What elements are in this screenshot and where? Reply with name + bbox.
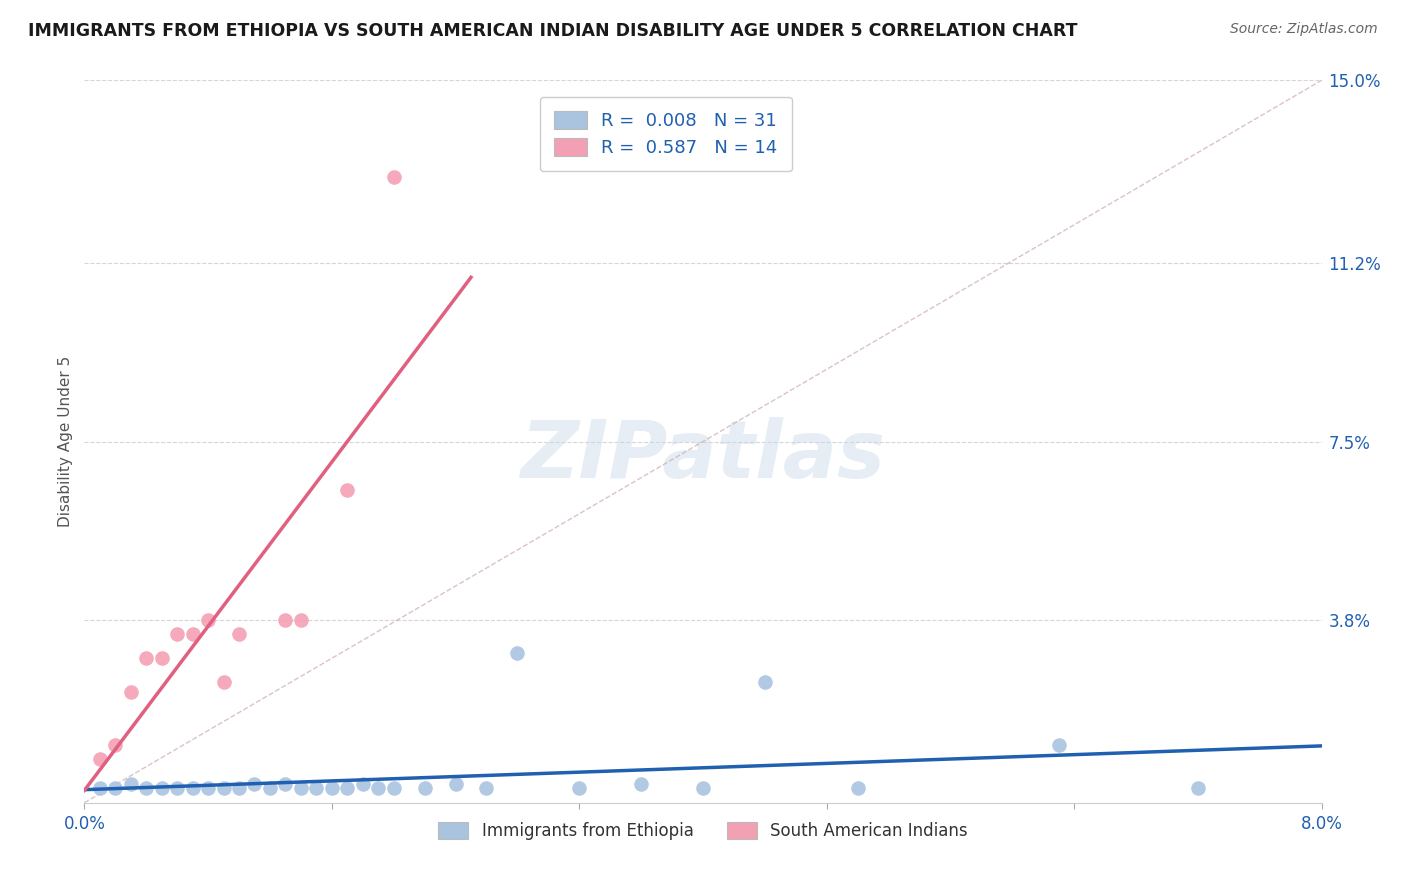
Point [120, 685, 142, 699]
Point [89, 781, 111, 796]
Point [120, 776, 142, 790]
Point [305, 781, 328, 796]
Point [228, 627, 250, 641]
Y-axis label: Disability Age Under 5: Disability Age Under 5 [58, 356, 73, 527]
Legend: Immigrants from Ethiopia, South American Indians: Immigrants from Ethiopia, South American… [430, 814, 976, 848]
Point [290, 781, 312, 796]
Point [104, 781, 127, 796]
Point [150, 781, 173, 796]
Point [568, 781, 591, 796]
Text: ZIPatlas: ZIPatlas [520, 417, 886, 495]
Point [166, 627, 188, 641]
Point [630, 776, 652, 790]
Point [382, 169, 405, 184]
Point [1047, 738, 1070, 752]
Point [336, 483, 359, 497]
Point [846, 781, 869, 796]
Point [212, 675, 235, 690]
Point [197, 613, 219, 627]
Point [367, 781, 389, 796]
Point [274, 776, 297, 790]
Point [382, 781, 405, 796]
Point [692, 781, 714, 796]
Point [475, 781, 498, 796]
Point [259, 781, 281, 796]
Point [89, 752, 111, 766]
Point [243, 776, 266, 790]
Point [104, 738, 127, 752]
Point [506, 647, 529, 661]
Point [181, 627, 204, 641]
Text: Source: ZipAtlas.com: Source: ZipAtlas.com [1230, 22, 1378, 37]
Point [413, 781, 436, 796]
Point [228, 781, 250, 796]
Point [1187, 781, 1209, 796]
Point [135, 651, 157, 665]
Point [150, 651, 173, 665]
Point [321, 781, 343, 796]
Text: IMMIGRANTS FROM ETHIOPIA VS SOUTH AMERICAN INDIAN DISABILITY AGE UNDER 5 CORRELA: IMMIGRANTS FROM ETHIOPIA VS SOUTH AMERIC… [28, 22, 1077, 40]
Point [336, 781, 359, 796]
Point [197, 781, 219, 796]
Point [181, 781, 204, 796]
Point [274, 613, 297, 627]
Point [135, 781, 157, 796]
Point [444, 776, 467, 790]
Point [212, 781, 235, 796]
Point [290, 613, 312, 627]
Point [754, 675, 776, 690]
Point [352, 776, 374, 790]
Point [166, 781, 188, 796]
